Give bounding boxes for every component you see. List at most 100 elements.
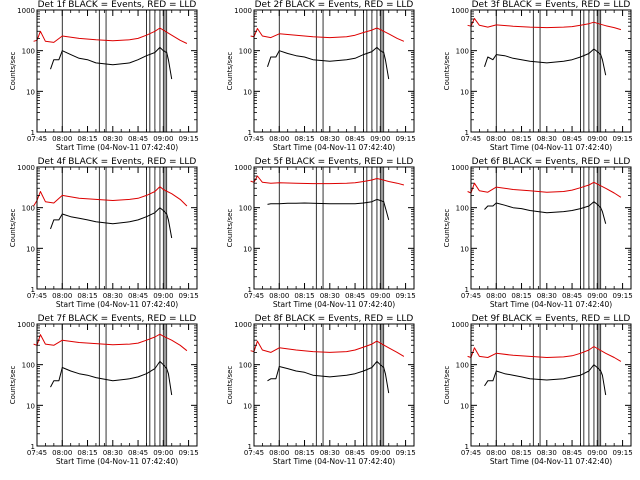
plot-frame xyxy=(470,9,632,133)
y-tick-label: 100 xyxy=(239,48,252,56)
lld-series-line xyxy=(33,186,188,207)
x-tick-label: 07:45 xyxy=(244,449,264,457)
x-tick-label: 09:00 xyxy=(153,292,173,300)
y-axis-label: Counts/sec xyxy=(9,366,17,405)
x-tick-label: 08:00 xyxy=(269,135,289,143)
y-axis-label: Counts/sec xyxy=(443,209,451,248)
x-tick-label: 09:00 xyxy=(587,449,607,457)
panel-title: Det 7f BLACK = Events, RED = LLD xyxy=(38,314,197,324)
x-tick-label: 09:15 xyxy=(612,135,632,143)
x-tick-label: 09:15 xyxy=(395,449,415,457)
y-axis-label: Counts/sec xyxy=(226,209,234,248)
panel-title: Det 1f BLACK = Events, RED = LLD xyxy=(38,0,197,10)
x-axis-label: Start Time (04-Nov-11 07:42:40) xyxy=(490,300,612,309)
x-axis-label: Start Time (04-Nov-11 07:42:40) xyxy=(56,143,178,152)
x-tick-label: 08:00 xyxy=(486,292,506,300)
y-tick-label: 10 xyxy=(460,245,469,253)
x-tick-label: 08:45 xyxy=(562,292,582,300)
x-axis-label: Start Time (04-Nov-11 07:42:40) xyxy=(56,300,178,309)
y-tick-label: 1000 xyxy=(17,321,35,329)
x-tick-label: 08:15 xyxy=(511,135,531,143)
lld-series-line xyxy=(33,333,188,352)
x-tick-label: 08:30 xyxy=(320,449,340,457)
lld-series-line xyxy=(250,175,405,186)
lld-series-line xyxy=(467,181,622,198)
y-axis-label: Counts/sec xyxy=(443,366,451,405)
x-tick-label: 08:45 xyxy=(562,449,582,457)
panel-det-2: Det 2f BLACK = Events, RED = LLD 1 10 100 10… xyxy=(226,0,416,152)
events-series-line xyxy=(267,360,390,394)
panel-det-4: Det 4f BLACK = Events, RED = LLD 1 10 100 10… xyxy=(9,157,199,309)
y-tick-label: 1000 xyxy=(17,164,35,172)
y-tick-label: 100 xyxy=(456,205,469,213)
x-tick-label: 08:15 xyxy=(77,292,97,300)
plot-frame xyxy=(253,323,415,447)
x-tick-label: 07:45 xyxy=(461,449,481,457)
panel-title: Det 8f BLACK = Events, RED = LLD xyxy=(255,314,414,324)
y-tick-label: 100 xyxy=(239,205,252,213)
y-tick-label: 10 xyxy=(243,245,252,253)
x-tick-label: 09:00 xyxy=(153,135,173,143)
y-tick-label: 100 xyxy=(22,362,35,370)
x-tick-label: 08:15 xyxy=(77,449,97,457)
y-axis-label: Counts/sec xyxy=(443,52,451,91)
x-tick-label: 08:00 xyxy=(52,135,72,143)
x-tick-label: 08:45 xyxy=(345,292,365,300)
y-tick-label: 10 xyxy=(243,88,252,96)
x-tick-label: 07:45 xyxy=(244,292,264,300)
y-tick-label: 1 xyxy=(31,443,35,451)
y-tick-label: 1 xyxy=(465,443,469,451)
x-tick-label: 08:00 xyxy=(52,292,72,300)
x-tick-label: 09:15 xyxy=(395,292,415,300)
panel-det-6: Det 6f BLACK = Events, RED = LLD 1 10 100 10… xyxy=(443,157,633,309)
y-tick-label: 1 xyxy=(248,129,252,137)
y-tick-label: 1 xyxy=(248,286,252,294)
y-axis-label: Counts/sec xyxy=(226,366,234,405)
x-tick-label: 09:15 xyxy=(178,292,198,300)
panel-det-5: Det 5f BLACK = Events, RED = LLD 1 10 100 10… xyxy=(226,157,416,309)
events-series-line xyxy=(267,198,390,221)
y-tick-label: 10 xyxy=(460,402,469,410)
y-tick-label: 10 xyxy=(460,88,469,96)
events-series-line xyxy=(484,201,607,224)
x-tick-label: 09:15 xyxy=(612,449,632,457)
panel-det-7: Det 7f BLACK = Events, RED = LLD 1 10 100 10… xyxy=(9,314,199,466)
x-tick-label: 09:15 xyxy=(178,135,198,143)
lld-series-line xyxy=(250,340,405,357)
panel-det-3: Det 3f BLACK = Events, RED = LLD 1 10 100 10… xyxy=(443,0,633,152)
x-axis-label: Start Time (04-Nov-11 07:42:40) xyxy=(273,143,395,152)
x-tick-label: 07:45 xyxy=(27,292,47,300)
x-tick-label: 09:00 xyxy=(370,292,390,300)
panel-title: Det 9f BLACK = Events, RED = LLD xyxy=(472,314,631,324)
plot-frame xyxy=(36,9,198,133)
x-tick-label: 08:45 xyxy=(128,292,148,300)
events-series-line xyxy=(484,364,607,396)
x-axis-label: Start Time (04-Nov-11 07:42:40) xyxy=(490,457,612,466)
x-tick-label: 08:45 xyxy=(128,449,148,457)
x-tick-label: 07:45 xyxy=(461,135,481,143)
y-tick-label: 100 xyxy=(22,205,35,213)
y-tick-label: 1 xyxy=(248,443,252,451)
y-axis-label: Counts/sec xyxy=(9,209,17,248)
y-tick-label: 1 xyxy=(31,286,35,294)
y-tick-label: 1000 xyxy=(234,321,252,329)
x-tick-label: 08:00 xyxy=(52,449,72,457)
x-tick-label: 08:45 xyxy=(345,135,365,143)
x-tick-label: 09:00 xyxy=(587,292,607,300)
x-tick-label: 08:45 xyxy=(128,135,148,143)
x-tick-label: 08:00 xyxy=(269,292,289,300)
y-tick-label: 1000 xyxy=(451,164,469,172)
panel-det-1: Det 1f BLACK = Events, RED = LLD 1 10 100 10… xyxy=(9,0,199,152)
y-tick-label: 100 xyxy=(456,362,469,370)
y-tick-label: 100 xyxy=(456,48,469,56)
plot-frame xyxy=(253,166,415,290)
panel-title: Det 5f BLACK = Events, RED = LLD xyxy=(255,157,414,167)
x-tick-label: 08:30 xyxy=(103,292,123,300)
panel-title: Det 6f BLACK = Events, RED = LLD xyxy=(472,157,631,167)
x-axis-label: Start Time (04-Nov-11 07:42:40) xyxy=(490,143,612,152)
y-axis-label: Counts/sec xyxy=(226,52,234,91)
panel-title: Det 4f BLACK = Events, RED = LLD xyxy=(38,157,197,167)
panel-title: Det 2f BLACK = Events, RED = LLD xyxy=(255,0,414,10)
y-tick-label: 100 xyxy=(22,48,35,56)
